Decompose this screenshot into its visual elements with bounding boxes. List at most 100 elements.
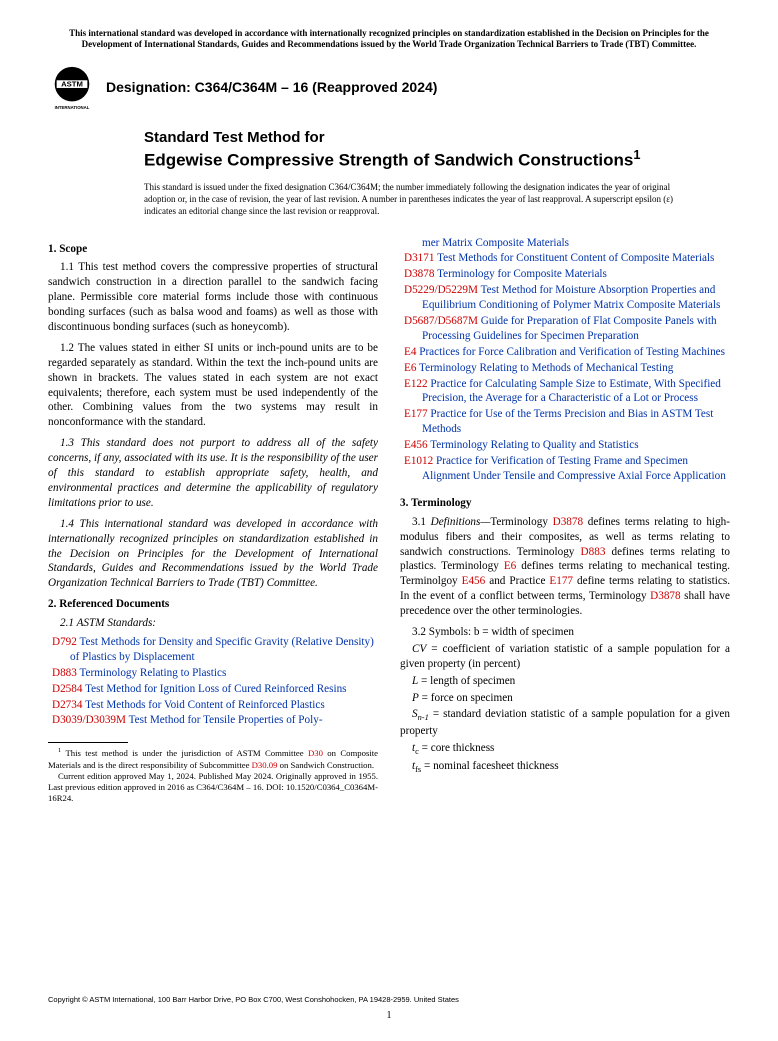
inline-link[interactable]: D3878 <box>553 516 583 528</box>
page-container: This international standard was develope… <box>0 0 778 825</box>
ref-link[interactable]: D3171 <box>404 252 434 264</box>
scope-p2: 1.2 The values stated in either SI units… <box>48 341 378 430</box>
ref-link[interactable]: D3039/D3039M <box>52 714 126 726</box>
ref-link[interactable]: E456 <box>404 439 428 451</box>
scope-p1: 1.1 This test method covers the compress… <box>48 260 378 334</box>
left-column: 1. Scope 1.1 This test method covers the… <box>48 236 378 805</box>
terminology-head: 3. Terminology <box>400 496 730 511</box>
scope-head: 1. Scope <box>48 242 378 257</box>
ref-link[interactable]: Test Methods for Constituent Content of … <box>437 252 714 264</box>
ref-link[interactable]: E122 <box>404 378 428 390</box>
sym-P: P = force on specimen <box>400 691 730 706</box>
footnote-text: This test method is under the jurisdicti… <box>65 748 307 758</box>
sym-cv: CV = coefficient of variation statistic … <box>400 642 730 672</box>
ref-link[interactable]: E4 <box>404 346 416 358</box>
sym-text: = core thickness <box>419 742 495 754</box>
footnote-rule <box>48 742 128 743</box>
ref-link[interactable]: E1012 <box>404 455 433 467</box>
sym-tfs: tfs = nominal facesheet thickness <box>400 759 730 775</box>
ref-link[interactable]: D2584 <box>52 683 82 695</box>
ref-link[interactable]: E177 <box>404 408 428 420</box>
sym-L: L = length of specimen <box>400 674 730 689</box>
inline-link[interactable]: D3878 <box>650 590 680 602</box>
ref-item: D5687/D5687M Guide for Preparation of Fl… <box>404 314 730 344</box>
astm-logo: ASTM INTERNATIONAL <box>48 63 96 111</box>
sym-text: = nominal facesheet thickness <box>421 760 558 772</box>
ref-item: E1012 Practice for Verification of Testi… <box>404 454 730 484</box>
sym-text: = standard deviation statistic of a samp… <box>400 708 730 736</box>
ref-item-cont: mer Matrix Composite Materials <box>404 236 730 251</box>
ref-link[interactable]: Practice for Use of the Terms Precision … <box>422 408 713 435</box>
title-text: Edgewise Compressive Strength of Sandwic… <box>144 151 633 170</box>
ref-link[interactable]: Terminology for Composite Materials <box>437 268 607 280</box>
scope-p3: 1.3 This standard does not purport to ad… <box>48 436 378 510</box>
header-row: ASTM INTERNATIONAL Designation: C364/C36… <box>48 63 730 111</box>
ref-link[interactable]: Terminology Relating to Methods of Mecha… <box>419 362 673 374</box>
ref-link[interactable]: D5229/D5229M <box>404 284 478 296</box>
ref-link[interactable]: Terminology Relating to Plastics <box>79 667 226 679</box>
title-block: Standard Test Method for Edgewise Compre… <box>144 129 730 172</box>
ref-link[interactable]: Test Methods for Void Content of Reinfor… <box>85 699 325 711</box>
refs-head: 2. Referenced Documents <box>48 597 378 612</box>
ref-link[interactable]: Test Method for Tensile Properties of Po… <box>129 714 323 726</box>
svg-text:ASTM: ASTM <box>61 79 83 88</box>
ref-link[interactable]: Test Methods for Density and Specific Gr… <box>70 636 374 663</box>
sym-Sn: Sn-1 = standard deviation statistic of a… <box>400 707 730 738</box>
ref-link[interactable]: E6 <box>404 362 416 374</box>
sym-sub: n-1 <box>418 714 429 723</box>
page-footer: Copyright © ASTM International, 100 Barr… <box>48 995 730 1021</box>
ref-item: D883 Terminology Relating to Plastics <box>52 666 378 681</box>
designation: Designation: C364/C364M – 16 (Reapproved… <box>106 79 437 95</box>
inline-link[interactable]: E177 <box>549 575 573 587</box>
ref-link[interactable]: D3878 <box>404 268 434 280</box>
refs-subhead-text: 2.1 ASTM Standards: <box>60 617 156 629</box>
ref-item: D3039/D3039M Test Method for Tensile Pro… <box>52 713 378 728</box>
ref-link[interactable]: Test Method for Ignition Loss of Cured R… <box>85 683 346 695</box>
ref-item: E4 Practices for Force Calibration and V… <box>404 345 730 360</box>
ref-link[interactable]: Practice for Calculating Sample Size to … <box>422 378 721 405</box>
ref-item: D3171 Test Methods for Constituent Conte… <box>404 251 730 266</box>
ref-link[interactable]: mer Matrix Composite Materials <box>404 237 569 249</box>
sym-head-text: 3.2 Symbols: <box>412 626 474 638</box>
sym-b: b = width of specimen <box>474 626 574 638</box>
symbols-head: 3.2 Symbols: b = width of specimen <box>400 625 730 640</box>
issuance-note: This standard is issued under the fixed … <box>144 181 730 217</box>
ref-link[interactable]: Terminology Relating to Quality and Stat… <box>430 439 638 451</box>
terminology-p1: 3.1 Definitions—Terminology D3878 define… <box>400 515 730 619</box>
scope-p4: 1.4 This international standard was deve… <box>48 517 378 591</box>
footnote-link[interactable]: D30.09 <box>252 760 278 770</box>
footnote-2: Current edition approved May 1, 2024. Pu… <box>48 771 378 805</box>
ref-link[interactable]: Practice for Verification of Testing Fra… <box>422 455 726 482</box>
ref-item: D3878 Terminology for Composite Material… <box>404 267 730 282</box>
top-note: This international standard was develope… <box>48 28 730 51</box>
term-text: Definitions— <box>431 516 491 528</box>
right-column: mer Matrix Composite Materials D3171 Tes… <box>400 236 730 805</box>
ref-link[interactable]: Practices for Force Calibration and Veri… <box>419 346 725 358</box>
inline-link[interactable]: E456 <box>462 575 486 587</box>
ref-item: E177 Practice for Use of the Terms Preci… <box>404 407 730 437</box>
footnote-text: on Sandwich Construction. <box>277 760 374 770</box>
ref-link[interactable]: D2734 <box>52 699 82 711</box>
footnote-1: 1 This test method is under the jurisdic… <box>48 747 378 771</box>
svg-text:INTERNATIONAL: INTERNATIONAL <box>55 105 90 110</box>
ref-link[interactable]: D792 <box>52 636 77 648</box>
term-text: Terminology <box>490 516 552 528</box>
inline-link[interactable]: D883 <box>581 546 606 558</box>
ref-item: D2734 Test Methods for Void Content of R… <box>52 698 378 713</box>
footnote-sup: 1 <box>58 747 61 754</box>
ref-item: E122 Practice for Calculating Sample Siz… <box>404 377 730 407</box>
term-text: 3.1 <box>412 516 431 528</box>
ref-link[interactable]: D5687/D5687M <box>404 315 478 327</box>
footnote-link[interactable]: D30 <box>308 748 323 758</box>
copyright-line: Copyright © ASTM International, 100 Barr… <box>48 995 730 1004</box>
inline-link[interactable]: E6 <box>504 560 516 572</box>
page-number: 1 <box>48 1010 730 1021</box>
ref-item: D792 Test Methods for Density and Specif… <box>52 635 378 665</box>
term-text: and Practice <box>485 575 549 587</box>
ref-link[interactable]: D883 <box>52 667 77 679</box>
ref-item: D5229/D5229M Test Method for Moisture Ab… <box>404 283 730 313</box>
ref-item: E456 Terminology Relating to Quality and… <box>404 438 730 453</box>
refs-left-list: D792 Test Methods for Density and Specif… <box>52 635 378 728</box>
title-main: Edgewise Compressive Strength of Sandwic… <box>144 147 730 171</box>
two-column-body: 1. Scope 1.1 This test method covers the… <box>48 236 730 805</box>
